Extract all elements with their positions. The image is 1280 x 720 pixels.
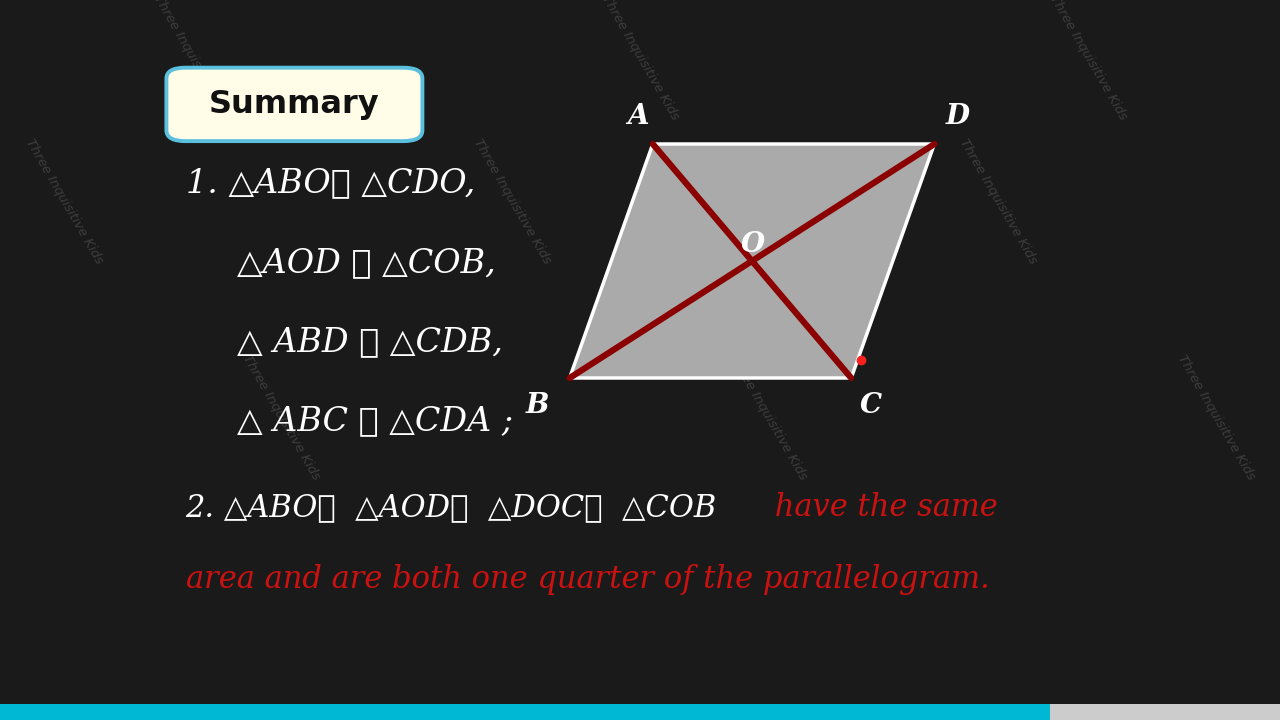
Text: Three Inquisitive Kids: Three Inquisitive Kids [471,137,553,266]
Text: 2. △ABO、  △AOD、  △DOC、  △COB: 2. △ABO、 △AOD、 △DOC、 △COB [186,492,717,523]
Bar [0,704,1050,720]
Text: Three Inquisitive Kids: Three Inquisitive Kids [727,353,809,482]
Text: Summary: Summary [209,89,380,120]
Bar [1050,704,1280,720]
Text: area and are both one quarter of the parallelogram.: area and are both one quarter of the par… [186,564,989,595]
Text: have the same: have the same [765,492,998,523]
Polygon shape [570,144,934,378]
Text: O: O [741,231,764,258]
Text: B: B [526,392,549,419]
Text: Three Inquisitive Kids: Three Inquisitive Kids [599,0,681,122]
Text: △ ABC ≅ △CDA ;: △ ABC ≅ △CDA ; [237,405,513,437]
Text: C: C [859,392,882,419]
Text: Three Inquisitive Kids: Three Inquisitive Kids [151,0,233,122]
Text: △ ABD ≅ △CDB,: △ ABD ≅ △CDB, [237,326,503,358]
Text: A: A [627,103,648,130]
Text: Three Inquisitive Kids: Three Inquisitive Kids [23,137,105,266]
FancyBboxPatch shape [166,68,422,141]
Text: 1. △ABO≅ △CDO,: 1. △ABO≅ △CDO, [186,168,475,199]
Text: Three Inquisitive Kids: Three Inquisitive Kids [1175,353,1257,482]
Text: Three Inquisitive Kids: Three Inquisitive Kids [241,353,323,482]
Text: Three Inquisitive Kids: Three Inquisitive Kids [957,137,1039,266]
Text: D: D [946,103,969,130]
Text: △AOD ≅ △COB,: △AOD ≅ △COB, [237,247,495,279]
Text: Three Inquisitive Kids: Three Inquisitive Kids [1047,0,1129,122]
